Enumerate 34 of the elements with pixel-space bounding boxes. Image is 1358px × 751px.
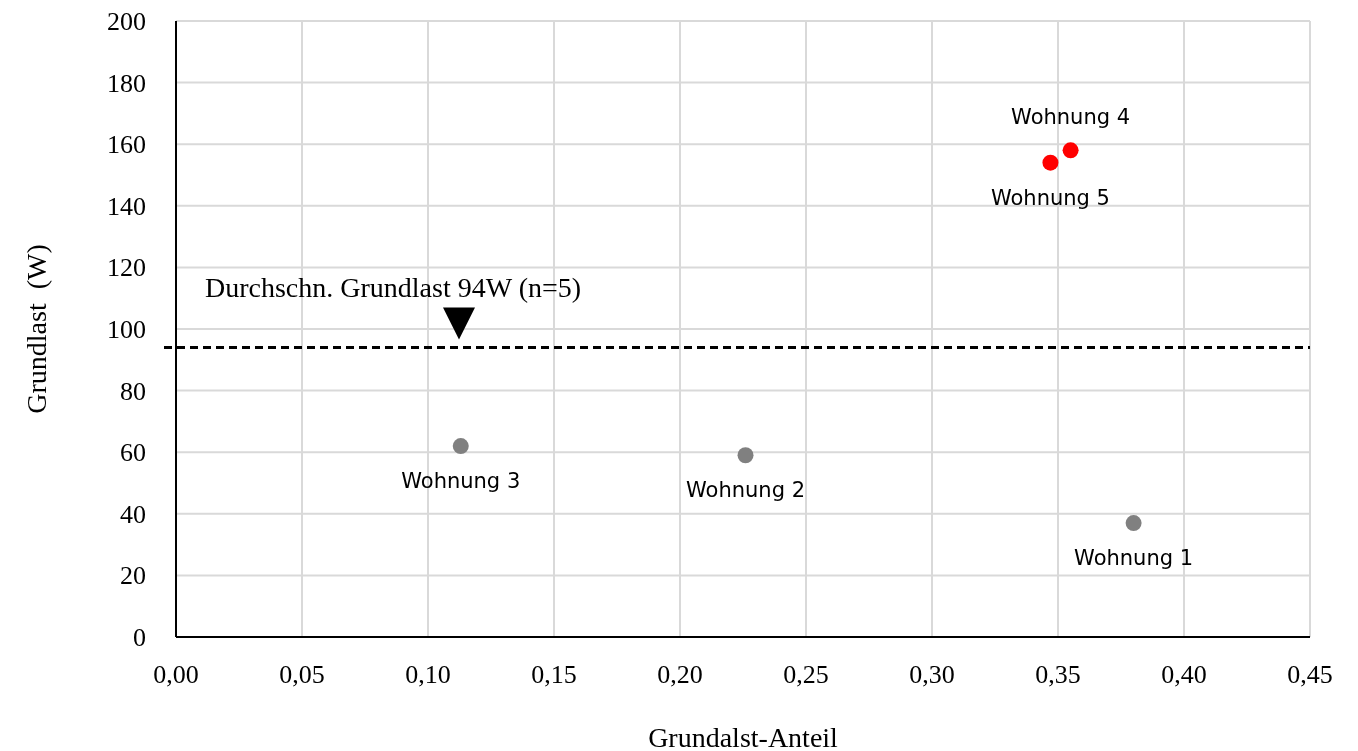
x-tick-label: 0,00 [153,660,199,689]
annotation: Wohnung 4 [1011,105,1131,130]
point [737,447,754,464]
x-tick-label: 0,30 [909,660,955,689]
y-tick-label: 180 [107,68,146,98]
annotation: Wohnung 2 [686,478,806,503]
y-tick-label: 0 [133,623,146,652]
point [452,438,469,455]
y-tick-label: 40 [120,499,146,529]
y-tick-label: 200 [107,7,146,36]
y-tick-label: 20 [120,561,146,591]
point [1062,142,1079,159]
annotation: Wohnung 5 [990,185,1110,210]
y-tick-label: 140 [107,191,146,221]
annotation: Wohnung 1 [1074,546,1194,571]
x-tick-label: 0,40 [1161,660,1207,689]
y-tick-label: 120 [107,253,146,283]
x-tick-label: 0,35 [1035,660,1081,689]
y-tick-label: 60 [120,438,146,468]
y-tick-label: 80 [120,376,146,406]
y-axis-title: Grundlast (W) [21,244,52,414]
x-tick-label: 0,05 [279,660,325,689]
ref-line-label: Durchschn. Grundlast 94W (n=5) [205,272,582,304]
y-tick-label: 160 [107,130,146,160]
x-tick-label: 0,20 [657,660,703,689]
point [1042,154,1059,171]
point [1125,515,1142,532]
y-tick-label: 100 [107,315,146,344]
x-tick-label: 0,45 [1287,660,1333,689]
x-tick-label: 0,25 [783,660,829,689]
annotation: Wohnung 3 [401,469,521,494]
x-axis-title: Grundalst-Anteil [648,722,839,751]
x-tick-label: 0,10 [405,660,451,689]
x-tick-label: 0,15 [531,660,577,689]
